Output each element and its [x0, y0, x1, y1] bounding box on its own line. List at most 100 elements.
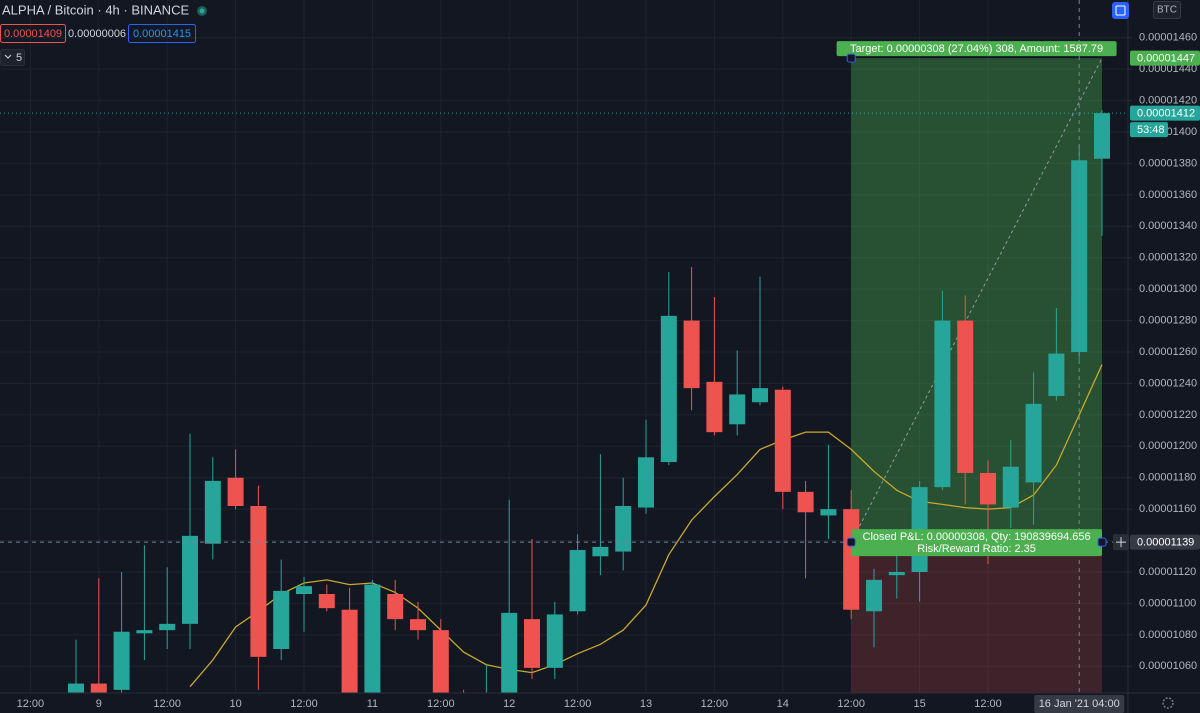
- bid-box[interactable]: [0, 24, 66, 43]
- candle-body: [1025, 403, 1042, 483]
- x-tick-label: 12:00: [17, 698, 45, 710]
- candle-body: [1002, 466, 1019, 508]
- chevron-icon: [4, 54, 12, 59]
- currency: BTC: [1157, 5, 1177, 16]
- candle-body: [638, 457, 654, 508]
- candle-body: [136, 630, 153, 634]
- crosshair-price-tag-box: [1130, 534, 1200, 550]
- trade-path: [850, 57, 1103, 543]
- x-tick-label: 14: [777, 698, 789, 710]
- x-tick-label: 11: [367, 698, 378, 710]
- currency-box[interactable]: [1153, 1, 1181, 19]
- y-tick-label: 0.00001100: [1139, 597, 1196, 609]
- y-tick-label: 0.00001300: [1139, 283, 1197, 295]
- candle-body: [113, 631, 130, 690]
- y-tick-label: 0.00001420: [1139, 94, 1197, 106]
- candle-body: [68, 683, 84, 693]
- candle-body: [410, 619, 426, 631]
- candle-body: [318, 594, 335, 609]
- bid: 0.00001409: [4, 28, 62, 40]
- candle-body: [615, 506, 632, 552]
- settings-button[interactable]: [1112, 2, 1129, 19]
- candle-body: [1048, 353, 1065, 396]
- y-tick-label: 0.00001360: [1139, 189, 1197, 201]
- spread: 0.00000006: [68, 28, 126, 40]
- x-tick-label: 12:00: [974, 698, 1002, 710]
- candle-body: [980, 473, 996, 505]
- ask: 0.00001415: [133, 28, 191, 40]
- x-tick-label: 12:00: [564, 698, 592, 710]
- symbol-title: ALPHA / Bitcoin · 4h · BINANCE: [2, 2, 189, 17]
- target-price-tag-box: [1130, 50, 1200, 66]
- x-tick-label: 12:00: [290, 698, 318, 710]
- settings-gear[interactable]: [1162, 697, 1174, 709]
- indicators-count: 5: [16, 52, 22, 64]
- candle-body: [387, 594, 404, 620]
- drag-handle[interactable]: [846, 537, 856, 547]
- candle-body: [159, 623, 176, 631]
- drag-handle[interactable]: [846, 53, 856, 63]
- y-tick-label: 0.00001320: [1139, 252, 1197, 264]
- x-tick-label: 12:00: [153, 698, 181, 710]
- plot-area: [0, 0, 1128, 693]
- candle-body: [957, 320, 974, 473]
- candle-body: [296, 586, 312, 594]
- candle-body: [501, 612, 518, 693]
- target-label-box: [836, 41, 1117, 57]
- y-tick-label: 0.00001340: [1139, 220, 1197, 232]
- candle-body: [592, 546, 609, 557]
- y-tick-label: 0.00001080: [1139, 629, 1197, 641]
- axes: 0.00001060 0.00001080 0.00001100 0.00001120…: [17, 32, 1197, 710]
- y-tick-label: 0.00001180: [1139, 472, 1196, 484]
- candle-body: [341, 609, 358, 693]
- moving-average: [189, 364, 1103, 688]
- candle-body: [1094, 113, 1110, 159]
- y-tick-label: 0.00001240: [1139, 377, 1197, 389]
- y-tick-label: 0.00001380: [1139, 157, 1197, 169]
- x-tick-label: 12:00: [701, 698, 729, 710]
- candle-body: [273, 590, 290, 649]
- candle-body: [660, 315, 677, 462]
- target-price-tag: 0.00001447: [1137, 53, 1195, 65]
- y-tick-label: 0.00001120: [1139, 566, 1196, 578]
- x-tick-label: 12: [503, 698, 515, 710]
- icon: [1115, 5, 1126, 16]
- candle-body: [843, 509, 860, 610]
- x-tick-label: 10: [229, 698, 241, 710]
- y-tick-label: 0.00001280: [1139, 314, 1197, 326]
- ask-box[interactable]: [128, 24, 196, 43]
- drag-handle[interactable]: [1097, 537, 1107, 547]
- last-price-tag-box: [1130, 105, 1200, 121]
- indicators-toggle[interactable]: [0, 49, 25, 66]
- pnl-label: Closed P&L: 0.00000308, Qty: 190839694.6…: [863, 531, 1091, 543]
- y-tick-label: 0.00001460: [1139, 32, 1197, 44]
- x-tick-label: 13: [640, 698, 652, 710]
- x-tick-label: 12:00: [837, 698, 865, 710]
- candle-body: [546, 614, 563, 668]
- countdown: 53:48: [1137, 124, 1165, 136]
- y-tick-label: 0.00001440: [1139, 63, 1197, 75]
- y-tick-label: 0.00001260: [1139, 346, 1197, 358]
- ratio-label: Risk/Reward Ratio: 2.35: [917, 543, 1036, 555]
- y-tick-label: 0.00001160: [1139, 503, 1196, 515]
- countdown-box: [1130, 122, 1168, 138]
- candle-body: [204, 480, 221, 544]
- candle-body: [820, 509, 837, 516]
- pnl-label-box: [851, 529, 1102, 557]
- candle-body: [683, 320, 700, 389]
- x-tick-label: 9: [96, 698, 102, 710]
- crosshair-price-tag: 0.00001139: [1137, 537, 1194, 549]
- candle-body: [250, 506, 267, 657]
- candle-body: [227, 477, 244, 506]
- candle-body: [797, 491, 814, 513]
- candle-body: [888, 572, 905, 576]
- candle-body: [752, 388, 768, 403]
- candle-body: [182, 535, 198, 624]
- candle-body: [432, 630, 449, 693]
- y-tick-label: 0.00001060: [1139, 660, 1197, 672]
- candle-body: [934, 320, 951, 488]
- last-price-tag: 0.00001412: [1137, 108, 1195, 120]
- x-tick-label: 12:00: [427, 698, 455, 710]
